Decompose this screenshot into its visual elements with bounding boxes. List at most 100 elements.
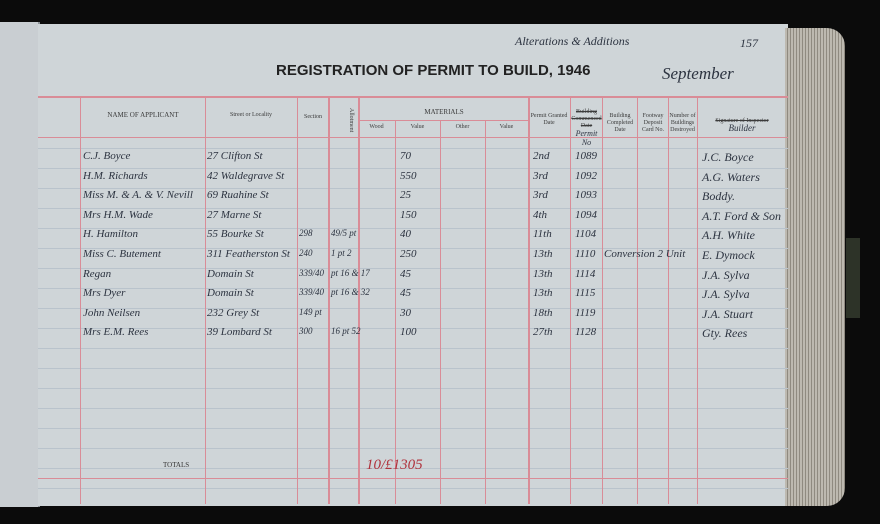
- remark: Conversion 2 Unit: [604, 248, 686, 260]
- allotment: 1 pt 2: [331, 248, 352, 258]
- applicant-name: Miss M. & A. & V. Nevill: [83, 189, 193, 202]
- header-destroyed: Number of Buildings Destroyed: [669, 113, 696, 133]
- value: 150: [400, 208, 417, 221]
- allotment: 49/5 pt: [331, 228, 357, 239]
- left-page-edge: [0, 22, 40, 507]
- section: 240: [299, 248, 313, 258]
- ruled-line: [38, 288, 788, 289]
- value: 25: [400, 189, 411, 202]
- ruled-line: [38, 268, 788, 269]
- permit-number: 1115: [575, 287, 596, 300]
- column-rule: [697, 96, 698, 504]
- street: 42 Waldegrave St: [207, 169, 285, 182]
- header-name: NAME OF APPLICANT: [107, 111, 179, 119]
- header-materials: MATERIALS: [424, 108, 464, 116]
- permit-date: 11th: [533, 228, 552, 241]
- ruled-line: [38, 308, 788, 309]
- allotment: pt 16 & 17: [331, 267, 370, 278]
- applicant-name: Regan: [83, 267, 112, 280]
- value: 45: [400, 287, 411, 300]
- column-rule: [637, 96, 638, 504]
- ruled-line: [38, 488, 788, 489]
- header-top-rule: [38, 96, 788, 98]
- permit-date: 3rd: [533, 189, 548, 202]
- builder-signature: Gty. Rees: [702, 326, 748, 341]
- street: 27 Marne St: [207, 208, 262, 221]
- applicant-name: C.J. Boyce: [83, 150, 131, 162]
- ruled-line: [38, 348, 788, 349]
- permit-date: 13th: [533, 267, 553, 280]
- ruled-line: [38, 148, 788, 149]
- permit-number: 1128: [575, 326, 597, 339]
- permit-date: 13th: [533, 248, 553, 260]
- ruled-line: [38, 328, 788, 329]
- builder-signature: A.G. Waters: [702, 169, 760, 184]
- column-rule: [440, 120, 441, 504]
- column-rule: [205, 96, 206, 504]
- header-wood: Wood: [369, 124, 384, 130]
- header-section: Section: [304, 114, 322, 120]
- column-rule: [602, 96, 603, 504]
- street: 69 Ruahine St: [207, 189, 269, 202]
- ruled-line: [38, 188, 788, 189]
- header-permit-date: Permit Granted Date: [530, 113, 568, 126]
- column-rule: [570, 96, 571, 504]
- permit-date: 3rd: [533, 169, 548, 182]
- permit-date: 4th: [533, 208, 548, 221]
- section: 339/40: [299, 267, 325, 278]
- builder-signature: J.A. Sylva: [702, 287, 750, 302]
- page-number: 157: [740, 36, 758, 50]
- header-street: Street or Locality: [230, 112, 272, 118]
- page-edges: [785, 28, 845, 506]
- permit-number: 1093: [575, 189, 597, 202]
- header-building-commenced-text: Building Commenced Date: [571, 109, 602, 129]
- section: 149 pt: [299, 306, 322, 317]
- column-rule: [395, 120, 396, 504]
- header-other: Other: [455, 124, 470, 130]
- header-bottom-rule: [38, 137, 788, 138]
- ruled-line: [38, 228, 788, 229]
- street: Domain St: [207, 267, 254, 280]
- builder-signature: E. Dymock: [702, 248, 755, 262]
- applicant-name: H.M. Richards: [83, 169, 148, 182]
- applicant-name: H. Hamilton: [83, 228, 138, 241]
- permit-date: 13th: [533, 287, 553, 300]
- builder-signature: A.H. White: [702, 228, 755, 243]
- value: 45: [400, 267, 411, 280]
- builder-signature: J.A. Sylva: [702, 267, 750, 282]
- totals-label: TOTALS: [163, 461, 190, 469]
- header-value-2: Value: [499, 124, 514, 130]
- ruled-line: [38, 468, 788, 469]
- header-footway: Footway Deposit Card No.: [642, 113, 664, 133]
- permit-date: 2nd: [533, 150, 550, 162]
- column-rule: [668, 96, 669, 504]
- column-rule: [80, 96, 81, 504]
- header-allotment: Allotment: [348, 107, 354, 133]
- section: 339/40: [299, 287, 325, 298]
- applicant-name: Miss C. Butement: [83, 248, 161, 260]
- ledger-page: [38, 24, 788, 506]
- totals-rule: [38, 478, 788, 479]
- permit-number: 1089: [575, 150, 597, 162]
- street: 39 Lombard St: [207, 326, 272, 339]
- allotment: pt 16 & 32: [331, 287, 370, 298]
- street: 27 Clifton St: [207, 150, 263, 162]
- permit-number: 1110: [575, 248, 596, 260]
- permit-date: 27th: [533, 326, 553, 339]
- materials-rule: [360, 120, 528, 121]
- ruled-line: [38, 368, 788, 369]
- permit-date: 18th: [533, 306, 553, 319]
- totals-value: 10/£1305: [366, 457, 423, 473]
- column-rule: [358, 96, 360, 504]
- permit-number: 1104: [575, 228, 597, 241]
- street: Domain St: [207, 287, 254, 300]
- street: 311 Featherston St: [207, 248, 290, 260]
- header-signature: Signature of Inspector Builder: [698, 118, 786, 134]
- permit-number: 1114: [575, 267, 596, 280]
- applicant-name: Mrs Dyer: [83, 287, 126, 300]
- permit-number: 1094: [575, 208, 597, 221]
- column-rule: [485, 120, 486, 504]
- ruled-line: [38, 448, 788, 449]
- section: 300: [299, 326, 313, 337]
- value: 550: [400, 169, 417, 182]
